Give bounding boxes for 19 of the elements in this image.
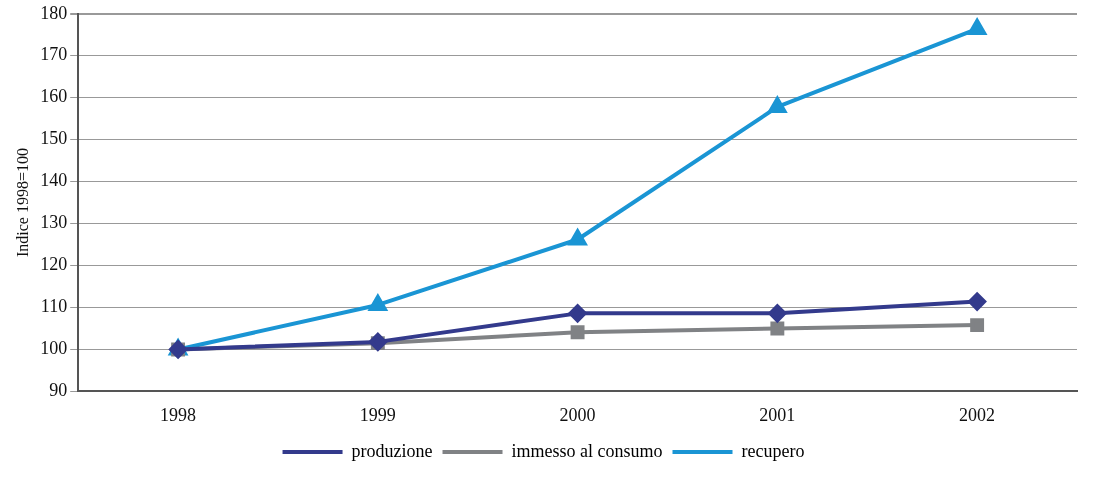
x-tick-label: 2002 — [959, 404, 996, 425]
y-tick-label: 150 — [40, 128, 68, 149]
y-tick-label: 130 — [40, 212, 68, 233]
y-tick-label: 140 — [40, 170, 68, 191]
y-tick-label: 170 — [40, 44, 68, 65]
y-tick-label: 120 — [40, 254, 68, 275]
x-tick-label: 1999 — [359, 404, 396, 425]
legend-label: recupero — [741, 440, 805, 461]
y-tick-label: 100 — [40, 338, 68, 359]
x-tick-label: 2001 — [759, 404, 796, 425]
y-tick-label: 90 — [49, 380, 68, 401]
y-tick-label: 110 — [40, 296, 68, 317]
y-tick-label: 160 — [40, 86, 68, 107]
y-axis-title: Indice 1998=100 — [13, 148, 31, 258]
y-tick-label: 180 — [40, 2, 68, 23]
x-tick-label: 1998 — [160, 404, 197, 425]
legend-label: immesso al consumo — [511, 440, 663, 461]
legend-label: produzione — [351, 440, 433, 461]
x-tick-label: 2000 — [559, 404, 596, 425]
